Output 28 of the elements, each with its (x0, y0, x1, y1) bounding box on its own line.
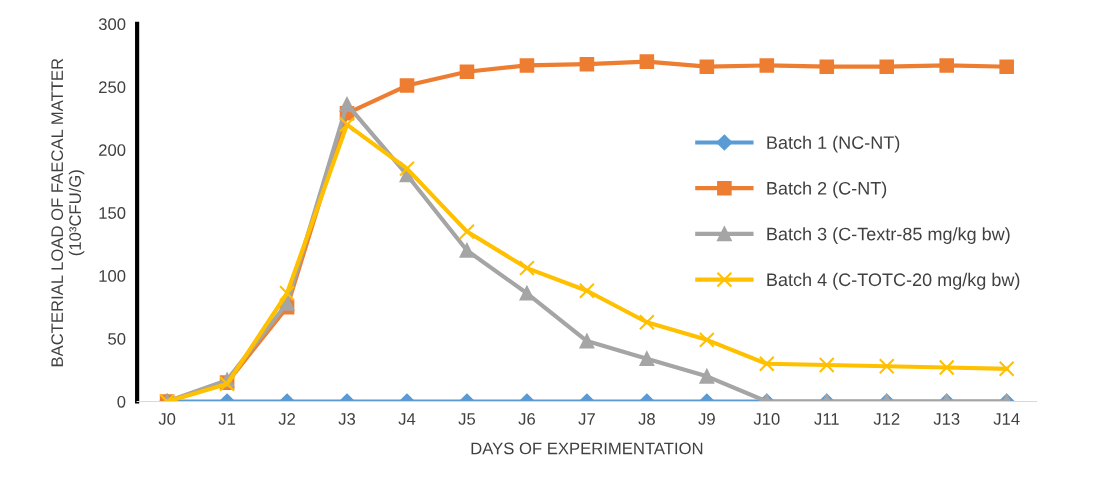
x-tick-label: J1 (218, 413, 236, 425)
x-tick-label: J3 (338, 413, 356, 425)
legend-label: Batch 1 (NC-NT) (767, 135, 900, 153)
x-tick-label: J12 (873, 413, 900, 425)
x-tick-label: J14 (993, 413, 1020, 425)
x-tick-label: J9 (698, 413, 715, 425)
x-tick-label: J6 (518, 413, 535, 425)
legend-label: Batch 4 (C-TOTC-20 mg/kg bw) (767, 272, 1020, 290)
x-tick-label: J2 (278, 413, 296, 425)
y-tick-label: 100 (99, 270, 126, 282)
y-tick-label: 250 (99, 81, 126, 94)
y-tick-label: 150 (99, 207, 126, 219)
legend-label: Batch 3 (C-Textr-85 mg/kg bw) (767, 227, 1010, 244)
x-tick-label: J13 (933, 413, 960, 425)
x-tick-label: J7 (578, 413, 595, 425)
y-tick-label: 50 (108, 332, 126, 345)
x-tick-label: J0 (158, 413, 176, 425)
x-tick-label: J8 (638, 413, 655, 425)
y-tick-label: 200 (99, 144, 126, 156)
y-tick-label: 0 (117, 395, 126, 408)
x-axis-title: DAYS OF EXPERIMENTATION (471, 442, 703, 455)
y-tick-label: 300 (98, 18, 126, 31)
y-axis-title: BACTERIAL LOAD OF FAECAL MATTER (10³CFU/G) (51, 58, 85, 367)
x-tick-label: J11 (814, 413, 839, 425)
x-tick-label: J5 (458, 413, 476, 425)
legend-label: Batch 2 (C-NT) (767, 181, 887, 199)
x-tick-label: J10 (753, 413, 780, 425)
x-tick-label: J4 (398, 413, 416, 425)
